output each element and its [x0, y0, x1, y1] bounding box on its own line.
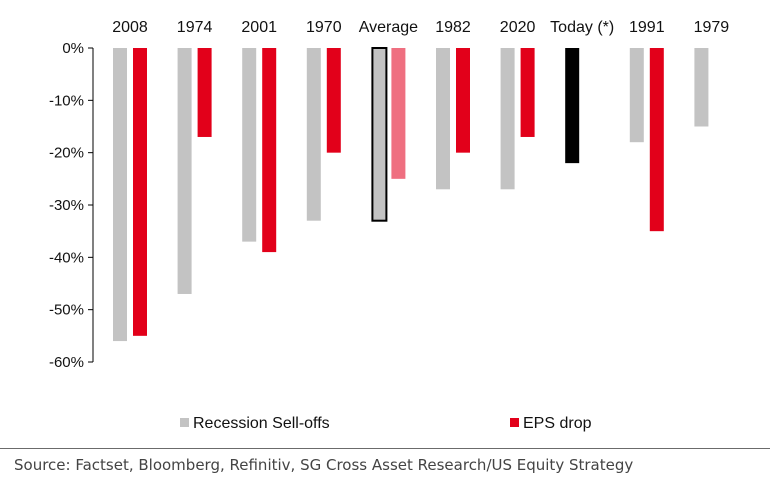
category-label-1991: 1991	[629, 19, 665, 36]
bar-recession-sell-offs-1970	[306, 48, 321, 221]
bar-recession-sell-offs-today	[565, 48, 580, 164]
bar-eps-drop-1982	[456, 48, 470, 153]
y-tick-label: -20%	[49, 145, 84, 162]
bar-eps-drop-2008	[133, 48, 147, 336]
y-tick-label: -40%	[49, 249, 84, 266]
y-tick-label: -30%	[49, 197, 84, 214]
legend-label-eps-drop: EPS drop	[523, 415, 592, 432]
y-tick-label: -10%	[49, 92, 84, 109]
y-tick-label: -60%	[49, 354, 84, 371]
bar-eps-drop-average	[391, 48, 406, 179]
bar-recession-sell-offs-2008	[113, 48, 127, 342]
bar-recession-sell-offs-2020	[500, 48, 515, 190]
category-label-2001: 2001	[241, 19, 277, 36]
category-label-2008: 2008	[112, 19, 148, 36]
bar-recession-sell-offs-1979	[694, 48, 709, 127]
bar-eps-drop-2020	[520, 48, 535, 137]
category-label-average: Average	[359, 19, 418, 36]
category-label-today: Today (*)	[550, 19, 614, 36]
bar-recession-sell-offs-1974	[177, 48, 192, 294]
legend-swatch-recession-sell-offs	[180, 418, 189, 427]
bars	[113, 47, 709, 342]
category-label-1982: 1982	[435, 19, 471, 36]
category-labels: 2008 1974 2001 1970 Average 1982 2020 Today (*)…	[112, 19, 729, 36]
bar-recession-sell-offs-average	[371, 47, 388, 222]
legend-swatch-eps-drop	[510, 418, 519, 427]
legend-label-recession-sell-offs: Recession Sell-offs	[193, 415, 330, 432]
bar-eps-drop-2001	[262, 48, 277, 253]
legend: Recession Sell-offs EPS drop	[180, 415, 592, 432]
category-label-1970: 1970	[306, 19, 342, 36]
bar-eps-drop-1974	[197, 48, 212, 137]
bar-eps-drop-1970	[326, 48, 341, 153]
category-label-1979: 1979	[694, 19, 730, 36]
source-divider	[0, 448, 770, 449]
category-label-2020: 2020	[500, 19, 536, 36]
category-label-1974: 1974	[177, 19, 213, 36]
bar-recession-sell-offs-1982	[436, 48, 450, 190]
bar-recession-sell-offs-2001	[242, 48, 257, 242]
y-axis: 0% -10% -20% -30% -40% -50% -60%	[49, 40, 94, 371]
source-note: Source: Factset, Bloomberg, Refinitiv, S…	[14, 456, 634, 474]
y-tick-label: 0%	[62, 40, 84, 57]
y-tick-label: -50%	[49, 302, 84, 319]
bar-recession-sell-offs-1991	[629, 48, 644, 143]
bar-eps-drop-1991	[649, 48, 664, 232]
